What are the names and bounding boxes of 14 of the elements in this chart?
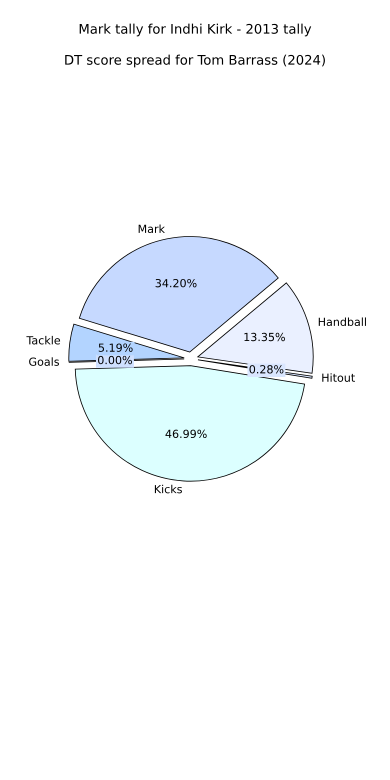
slice-label: Kicks [154, 484, 182, 494]
chart-title: Mark tally for Indhi Kirk - 2013 tally [80, 24, 312, 36]
slice-label: Hitout [322, 373, 355, 382]
chart-subtitle: DT score spread for Tom Barrass (2024) [65, 54, 325, 68]
category-label: Goals [29, 357, 60, 366]
data-label: 0.28% [250, 365, 284, 374]
slice-label: Tackle [26, 336, 60, 344]
text: 0.00% [98, 356, 132, 364]
data-label: 13.35% [244, 332, 285, 342]
data-label: 5.19% [98, 343, 133, 352]
slice-label: Mark [138, 224, 165, 234]
data-label: 46.99% [165, 430, 207, 438]
slice-label: Handball [318, 317, 366, 326]
data-label: 34.20% [156, 278, 197, 288]
